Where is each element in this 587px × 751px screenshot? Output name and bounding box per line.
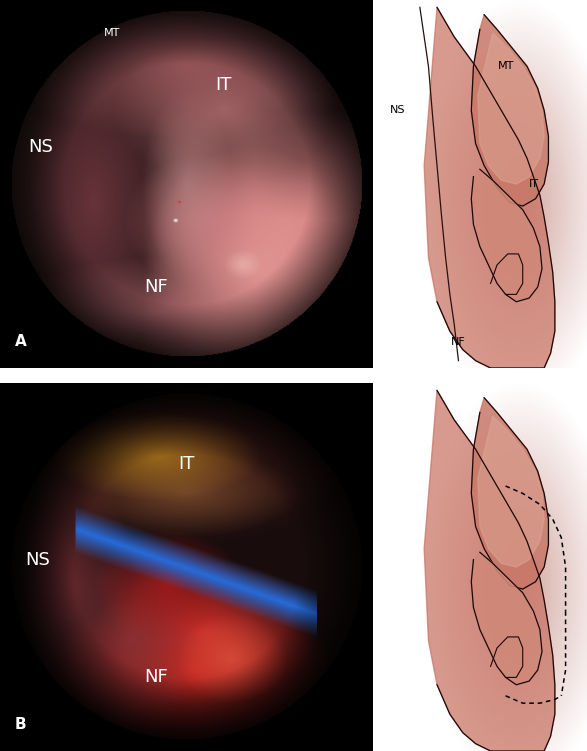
- Polygon shape: [471, 15, 548, 206]
- Text: NF: NF: [451, 337, 466, 347]
- Text: B: B: [15, 717, 26, 732]
- Polygon shape: [424, 8, 555, 368]
- Text: NS: NS: [25, 550, 50, 569]
- Text: NF: NF: [144, 668, 168, 686]
- Text: NS: NS: [390, 105, 406, 116]
- Polygon shape: [471, 552, 542, 685]
- Polygon shape: [478, 416, 544, 567]
- Text: IT: IT: [528, 179, 538, 189]
- Text: MT: MT: [497, 62, 514, 71]
- Text: NS: NS: [29, 138, 53, 156]
- Text: A: A: [15, 334, 26, 349]
- Text: MT: MT: [104, 28, 120, 38]
- Polygon shape: [471, 169, 542, 302]
- Polygon shape: [478, 33, 544, 184]
- Text: NF: NF: [144, 278, 168, 296]
- Polygon shape: [424, 391, 555, 751]
- Polygon shape: [471, 398, 548, 589]
- Text: IT: IT: [178, 455, 194, 473]
- Text: IT: IT: [215, 76, 232, 94]
